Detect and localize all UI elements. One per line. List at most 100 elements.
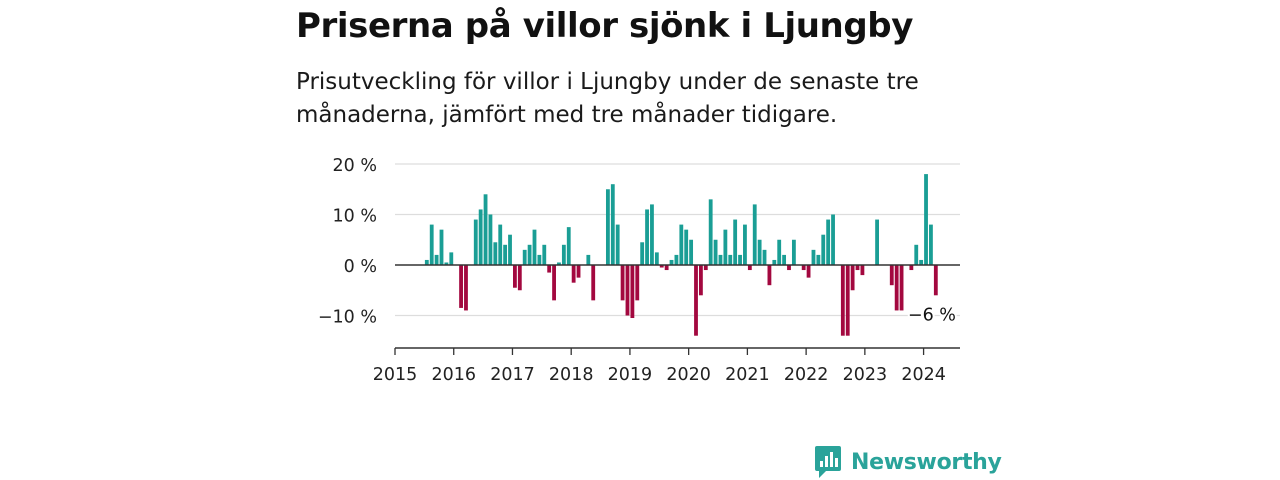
bar bbox=[826, 219, 831, 265]
bar bbox=[625, 265, 630, 316]
bar bbox=[654, 252, 659, 266]
y-axis-tick-labels: 20 % 10 % 0 % −10 % bbox=[318, 156, 377, 328]
bar bbox=[782, 254, 787, 265]
bar bbox=[723, 229, 728, 265]
y-tick-label: 0 % bbox=[344, 257, 377, 277]
newsworthy-logo-icon bbox=[815, 446, 841, 478]
bar bbox=[473, 219, 478, 265]
bar bbox=[610, 184, 615, 265]
bar bbox=[914, 244, 919, 265]
x-tick-label: 2017 bbox=[490, 365, 535, 385]
x-tick-label: 2016 bbox=[431, 365, 476, 385]
bar bbox=[738, 254, 742, 265]
x-tick-label: 2024 bbox=[901, 365, 946, 385]
bar bbox=[728, 254, 733, 265]
bar bbox=[694, 265, 698, 336]
bar bbox=[522, 249, 527, 265]
annotation-last-value: −6 % bbox=[908, 305, 956, 325]
bar bbox=[620, 265, 625, 301]
x-tick-label: 2023 bbox=[843, 365, 888, 385]
bar bbox=[615, 224, 620, 265]
bar bbox=[630, 265, 635, 319]
bar bbox=[571, 265, 576, 283]
bar bbox=[855, 265, 860, 271]
bar bbox=[449, 252, 454, 266]
bar bbox=[566, 227, 571, 266]
bar bbox=[532, 229, 537, 265]
bar bbox=[488, 214, 493, 265]
bar bbox=[708, 199, 713, 265]
bar bbox=[557, 262, 561, 265]
page-title: Priserna på villor sjönk i Ljungby bbox=[296, 6, 913, 46]
y-tick-label: −10 % bbox=[318, 308, 377, 328]
bar bbox=[478, 209, 483, 265]
bar bbox=[517, 265, 522, 291]
bar bbox=[640, 242, 645, 265]
bar bbox=[459, 265, 463, 308]
brand-name: Newsworthy bbox=[851, 449, 1002, 475]
bar bbox=[547, 265, 552, 273]
bar bbox=[850, 265, 855, 291]
bar bbox=[791, 239, 796, 265]
y-tick-label: 10 % bbox=[333, 207, 377, 227]
bar bbox=[679, 224, 684, 265]
axes bbox=[395, 264, 960, 349]
brand: Newsworthy bbox=[814, 444, 1002, 480]
bar bbox=[703, 265, 708, 271]
bar bbox=[542, 244, 547, 265]
bar bbox=[713, 239, 718, 265]
bar bbox=[919, 259, 924, 265]
bars bbox=[424, 174, 938, 336]
bar bbox=[816, 254, 821, 265]
bar bbox=[645, 209, 649, 265]
bar bbox=[840, 265, 845, 336]
bar bbox=[909, 265, 914, 271]
bar bbox=[674, 254, 679, 265]
bar bbox=[689, 239, 694, 265]
bar bbox=[777, 239, 782, 265]
bar bbox=[924, 174, 928, 265]
bar bbox=[894, 265, 899, 311]
bar bbox=[635, 265, 640, 301]
bar bbox=[757, 239, 762, 265]
bar bbox=[439, 229, 444, 265]
bar bbox=[767, 265, 772, 286]
x-tick-label: 2021 bbox=[725, 365, 770, 385]
bar bbox=[787, 265, 791, 271]
x-tick-label: 2018 bbox=[549, 365, 594, 385]
bar bbox=[424, 259, 429, 265]
bar bbox=[933, 265, 938, 296]
x-tick-label: 2022 bbox=[784, 365, 829, 385]
bar bbox=[483, 194, 488, 265]
bar bbox=[552, 265, 556, 301]
bar bbox=[821, 234, 826, 265]
bar bbox=[434, 254, 439, 265]
x-axis-ticks: 2015 2016 2017 2018 2019 2020 2021 2022 2023 2024 bbox=[373, 348, 946, 385]
bar bbox=[591, 265, 596, 301]
bar bbox=[889, 265, 894, 286]
bar bbox=[429, 224, 434, 265]
bar bbox=[762, 249, 767, 265]
bar bbox=[493, 242, 498, 265]
bar bbox=[806, 265, 811, 278]
bar bbox=[576, 265, 581, 278]
page-subtitle: Prisutveckling för villor i Ljungby unde… bbox=[296, 69, 919, 128]
bar bbox=[561, 244, 566, 265]
bar bbox=[586, 254, 591, 265]
x-tick-label: 2020 bbox=[666, 365, 711, 385]
bar bbox=[508, 234, 512, 265]
bar bbox=[684, 229, 689, 265]
annotations: −6 % bbox=[906, 303, 958, 327]
x-tick-label: 2019 bbox=[608, 365, 653, 385]
bar bbox=[498, 224, 503, 265]
bar bbox=[503, 244, 508, 265]
bar bbox=[743, 224, 747, 265]
bar bbox=[752, 204, 757, 265]
bar bbox=[929, 224, 933, 265]
bar bbox=[801, 265, 806, 271]
bar bbox=[733, 219, 738, 265]
bar bbox=[698, 265, 703, 296]
bar bbox=[811, 249, 816, 265]
bar bbox=[537, 254, 542, 265]
